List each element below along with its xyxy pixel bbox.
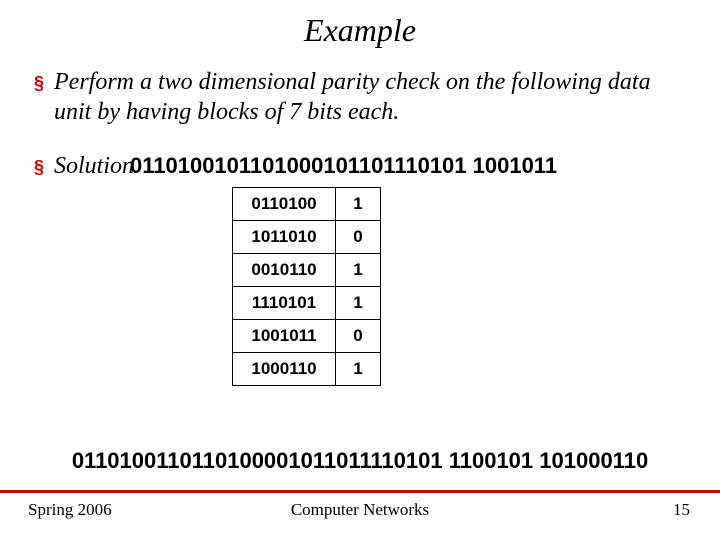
parity-cell: 0	[336, 320, 381, 353]
table-row: 1001011 0	[233, 320, 381, 353]
divider-rule	[0, 490, 720, 493]
parity-table-wrap: 0110100 1 1011010 0 0010110 1 1110101 1 …	[232, 187, 720, 386]
parity-cell: 1	[336, 188, 381, 221]
table-row: 1000110 1	[233, 353, 381, 386]
table-row: 0110100 1	[233, 188, 381, 221]
table-row: 1110101 1	[233, 287, 381, 320]
block-cell: 0110100	[233, 188, 336, 221]
footer-course: Computer Networks	[0, 500, 720, 520]
block-cell: 1000110	[233, 353, 336, 386]
parity-table: 0110100 1 1011010 0 0010110 1 1110101 1 …	[232, 187, 381, 386]
page-number: 15	[673, 500, 690, 520]
bullet-text: Solution	[54, 151, 134, 181]
block-cell: 0010110	[233, 254, 336, 287]
bullet-mark-icon: §	[34, 67, 54, 99]
bullet-list: § Perform a two dimensional parity check…	[0, 67, 720, 127]
parity-cell: 1	[336, 353, 381, 386]
parity-cell: 1	[336, 254, 381, 287]
slide: Example § Perform a two dimensional pari…	[0, 0, 720, 540]
result-bit-string: 0110100110110100001011011110101 1100101 …	[0, 448, 720, 474]
bullet-item: § Perform a two dimensional parity check…	[34, 67, 690, 127]
block-cell: 1110101	[233, 287, 336, 320]
slide-title: Example	[0, 0, 720, 49]
block-cell: 1011010	[233, 221, 336, 254]
block-cell: 1001011	[233, 320, 336, 353]
parity-cell: 0	[336, 221, 381, 254]
bullet-text: Perform a two dimensional parity check o…	[54, 67, 690, 127]
table-row: 1011010 0	[233, 221, 381, 254]
parity-cell: 1	[336, 287, 381, 320]
bullet-mark-icon: §	[34, 151, 54, 183]
table-row: 0010110 1	[233, 254, 381, 287]
